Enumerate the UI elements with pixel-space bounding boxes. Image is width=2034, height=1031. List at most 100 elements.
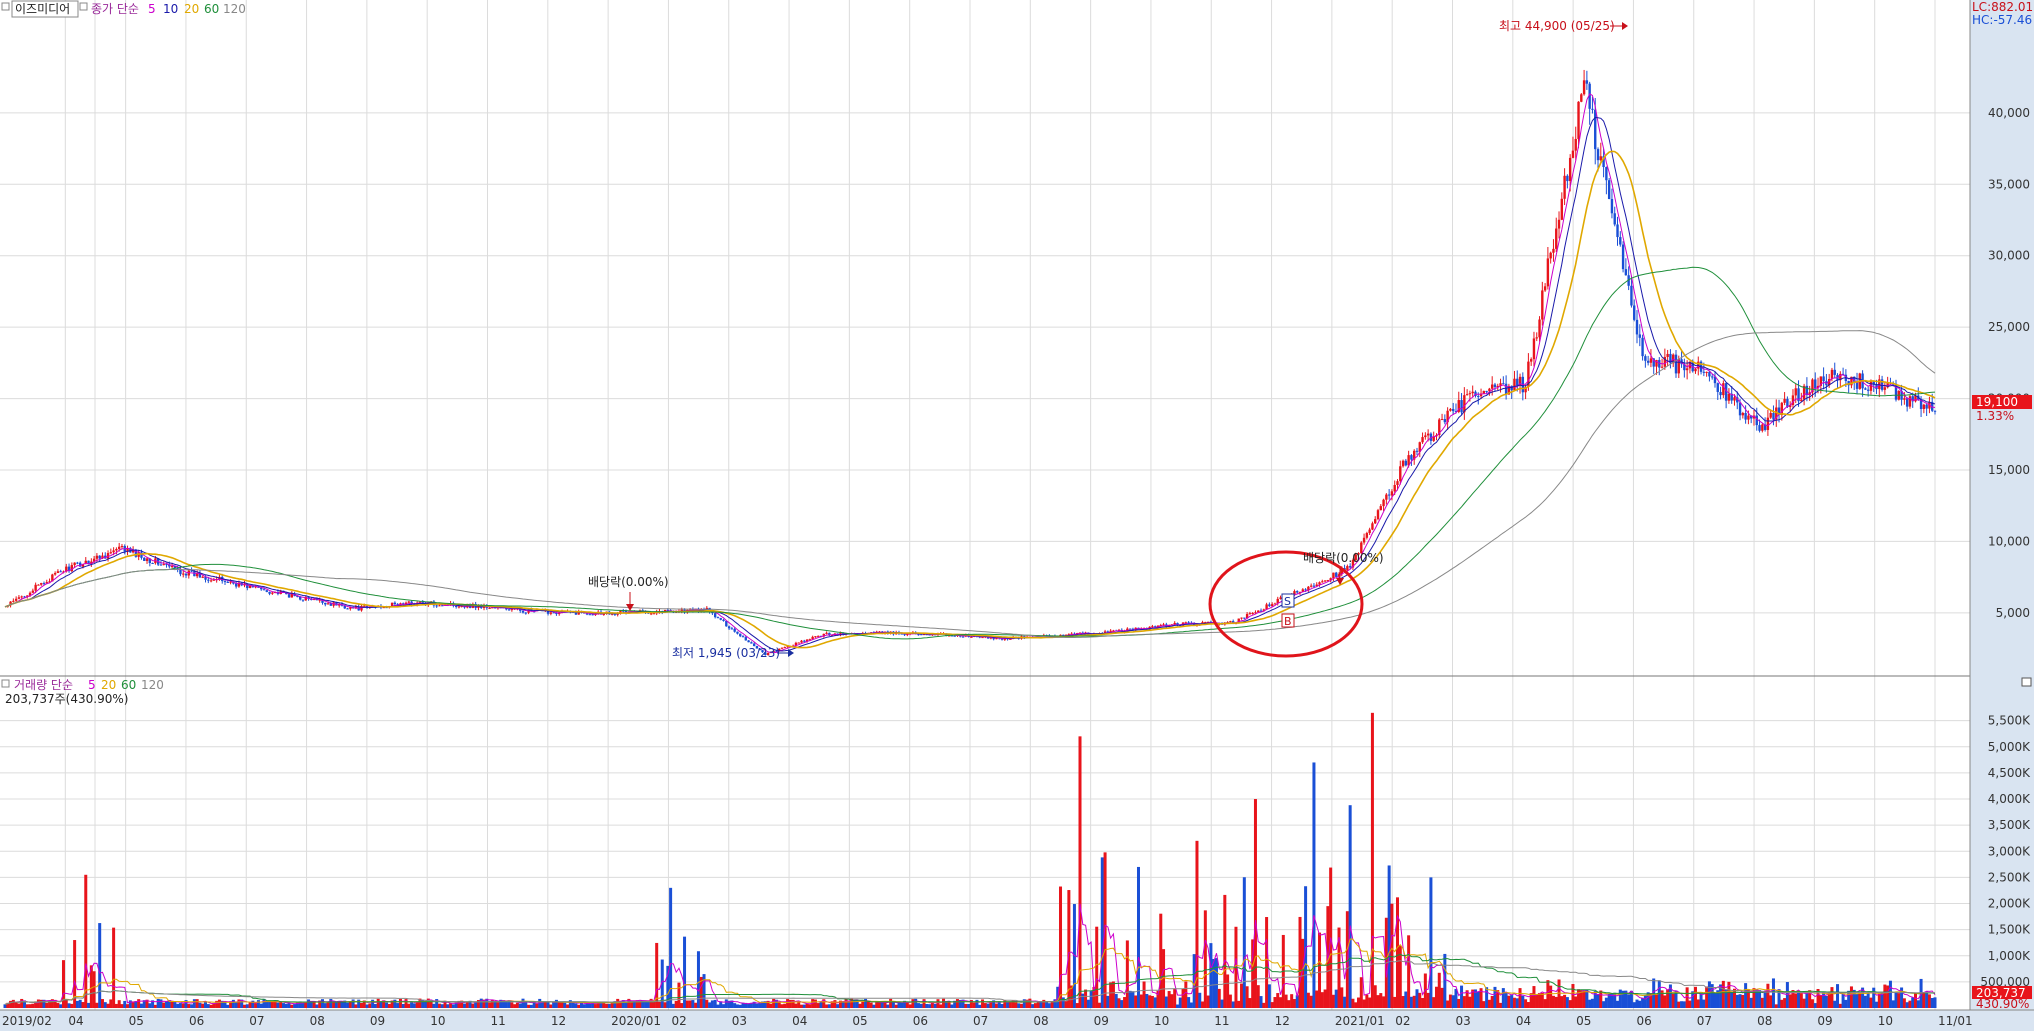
- volume-bar: [496, 1002, 500, 1008]
- volume-bar: [1797, 990, 1801, 1008]
- high-annotation: 최고 44,900 (05/25): [1499, 19, 1628, 33]
- candle-body: [1730, 393, 1733, 401]
- volume-bar: [1582, 990, 1586, 1008]
- volume-bar: [1540, 992, 1544, 1008]
- volume-bar: [75, 1000, 79, 1008]
- candle-body: [1736, 397, 1739, 403]
- volume-bar: [1031, 1004, 1035, 1008]
- volume-bar: [28, 1004, 32, 1008]
- volume-bar: [1724, 989, 1728, 1008]
- volume-bar: [1039, 1001, 1043, 1008]
- volume-bar: [465, 1002, 469, 1008]
- candle-body: [1749, 415, 1753, 419]
- volume-bar: [457, 1000, 461, 1008]
- volume-bar: [1017, 1003, 1021, 1008]
- volume-bar: [451, 1004, 455, 1008]
- volume-bar: [1930, 998, 1934, 1008]
- candle-body: [1254, 612, 1257, 614]
- volume-bar: [724, 999, 728, 1008]
- candle-body: [602, 613, 605, 615]
- volume-bar: [1421, 998, 1425, 1008]
- volume-bar: [1602, 1001, 1606, 1008]
- candle-body: [1716, 383, 1719, 392]
- volume-bar: [532, 1002, 536, 1008]
- volume-bar: [1869, 997, 1873, 1008]
- volume-bar: [579, 1001, 583, 1008]
- volume-bar: [234, 1001, 238, 1008]
- volume-bar: [822, 999, 826, 1008]
- candle-body: [1482, 390, 1486, 394]
- volume-bar: [1716, 990, 1720, 1008]
- volume-bar: [1362, 999, 1366, 1008]
- volume-bar: [747, 1003, 751, 1008]
- candle-body: [1357, 553, 1360, 555]
- current-volume-label: 203,737주(430.90%): [5, 692, 128, 706]
- candle-body: [140, 552, 143, 558]
- current-change: 1.33%: [1976, 409, 2014, 423]
- volume-bar: [571, 1002, 575, 1008]
- candle-body: [995, 637, 998, 640]
- volume-bar: [1849, 986, 1853, 1008]
- volume-panel-toggle[interactable]: [2021, 677, 2032, 687]
- candle-body: [981, 637, 984, 639]
- volume-bar: [1156, 990, 1160, 1008]
- volume-bar: [332, 1001, 336, 1008]
- volume-tick-label: 5,000K: [1988, 740, 2031, 754]
- candle-body: [45, 582, 48, 584]
- volume-bar: [1560, 996, 1564, 1008]
- ma-period-5: 5: [148, 2, 156, 16]
- volume-bar: [482, 999, 486, 1008]
- volume-bar: [1485, 987, 1489, 1008]
- candle-body: [1471, 391, 1474, 394]
- volume-bar: [1153, 997, 1157, 1008]
- volume-bar: [1451, 995, 1455, 1008]
- candle-body: [1655, 359, 1658, 367]
- high-label: 최고 44,900 (05/25): [1499, 19, 1615, 33]
- volume-bar: [1571, 984, 1575, 1008]
- volume-bar: [1181, 988, 1185, 1008]
- candle-body: [1009, 638, 1012, 640]
- volume-bar: [1588, 999, 1592, 1008]
- volume-bar: [1769, 995, 1773, 1008]
- volume-bar: [858, 1003, 862, 1008]
- volume-bar: [1248, 998, 1252, 1008]
- volume-bar: [1863, 995, 1867, 1008]
- candle-body: [1301, 589, 1305, 593]
- current-volume: 203,737: [1976, 986, 2026, 1000]
- candle-body: [1641, 337, 1644, 357]
- volume-bar: [70, 1003, 74, 1008]
- volume-bar: [192, 999, 196, 1008]
- volume-bar: [1543, 999, 1547, 1008]
- candle-body: [725, 620, 728, 627]
- candle-body: [1159, 625, 1162, 627]
- candle-body: [805, 639, 809, 642]
- volume-bar: [424, 1001, 428, 1008]
- volume-bar: [847, 1000, 851, 1008]
- volume-bar: [1841, 993, 1845, 1008]
- volume-bar: [187, 1004, 191, 1008]
- volume-bar: [1259, 996, 1263, 1008]
- volume-bar: [705, 999, 709, 1008]
- volume-bar: [212, 1003, 216, 1008]
- volume-bar: [295, 1002, 299, 1008]
- volume-bar: [359, 1002, 363, 1008]
- volume-bar: [1496, 990, 1500, 1008]
- volume-bar: [103, 1002, 107, 1008]
- volume-bar: [1042, 999, 1046, 1008]
- volume-tick-label: 4,000K: [1988, 792, 2031, 806]
- volume-bar: [268, 1001, 272, 1008]
- volume-bar: [89, 965, 93, 1008]
- stock-name-box[interactable]: [11, 0, 79, 18]
- candle-body: [1368, 529, 1371, 534]
- candle-body: [744, 637, 748, 641]
- volume-bar: [1657, 980, 1661, 1008]
- volume-bar: [983, 1003, 987, 1008]
- volume-bar: [131, 1001, 135, 1008]
- volume-bar: [958, 999, 962, 1008]
- candle-body: [1724, 383, 1728, 401]
- candle-body: [198, 573, 202, 578]
- candle-body: [441, 605, 444, 607]
- candle-body: [1566, 175, 1569, 182]
- volume-bar: [527, 1004, 531, 1008]
